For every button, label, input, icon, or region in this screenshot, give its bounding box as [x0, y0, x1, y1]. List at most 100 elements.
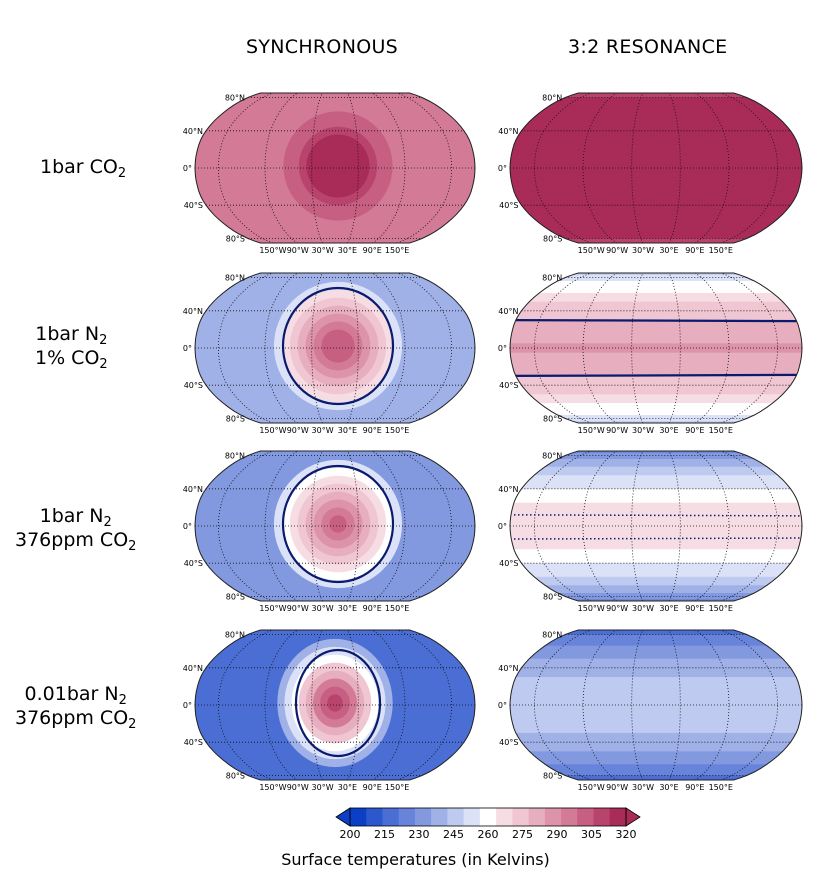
lat-label: 80°N	[225, 94, 245, 103]
temperature-band	[510, 649, 802, 655]
lat-label: 40°S	[499, 738, 518, 747]
temperature-band	[510, 380, 802, 386]
map-outline	[194, 272, 476, 424]
temperature-band	[510, 470, 802, 476]
lat-label: 80°S	[543, 414, 562, 423]
temperature-band	[510, 94, 802, 99]
ice-line	[281, 286, 395, 406]
temperature-band	[510, 361, 802, 368]
temperature-band	[510, 177, 802, 183]
temperature-band	[510, 284, 802, 290]
colorbar-max-arrow	[625, 807, 641, 827]
lon-label: 30°W	[632, 426, 654, 435]
temperature-band	[510, 695, 802, 701]
colorbar-tick-label: 245	[443, 828, 464, 841]
lon-label: 150°E	[385, 246, 409, 255]
temperature-band	[510, 385, 802, 391]
lon-label: 90°W	[606, 604, 628, 613]
graticule	[195, 629, 475, 781]
row-label-4: 0.01bar N2 376ppm CO2	[15, 683, 137, 732]
row-label-3: 1bar N2 376ppm CO2	[15, 505, 137, 554]
temperature-band	[510, 277, 802, 282]
lat-label: 40°S	[184, 559, 203, 568]
temperature-band	[510, 718, 802, 725]
colorbar-swatch	[561, 808, 578, 826]
temperature-band	[510, 512, 802, 518]
temperature-band	[510, 521, 802, 527]
lon-label: 30°W	[312, 426, 334, 435]
temperature-band	[510, 455, 802, 460]
lat-label: 80°N	[225, 452, 245, 461]
temperature-band	[510, 130, 802, 137]
temperature-band	[510, 772, 802, 777]
colorbar-swatch	[382, 808, 400, 826]
temperature-band	[510, 637, 802, 643]
colorbar-swatch	[496, 808, 513, 826]
temperature-band	[510, 144, 802, 150]
temperature-band	[510, 389, 802, 395]
lon-label: 30°E	[338, 426, 357, 435]
lat-label: 80°S	[226, 414, 245, 423]
colorbar-swatch	[577, 808, 594, 826]
lon-label: 150°E	[385, 783, 409, 792]
temperature-band	[510, 714, 802, 720]
temperature-band	[510, 411, 802, 416]
lat-label: 0°	[183, 701, 192, 710]
temperature-band	[510, 764, 802, 769]
temperature-band	[510, 310, 802, 317]
map-outline	[509, 450, 803, 602]
temperature-band	[510, 407, 802, 412]
temperature-band	[510, 488, 802, 495]
temperature-band	[510, 549, 802, 555]
temperature-band	[510, 596, 802, 600]
colorbar-swatch	[544, 808, 562, 826]
temperature-band	[510, 135, 802, 141]
temperature-band	[510, 100, 802, 106]
colorbar-swatch	[593, 808, 611, 826]
temperature-band	[510, 231, 802, 236]
temperature-band	[510, 535, 802, 541]
temperature-band	[510, 104, 802, 110]
ice-line	[510, 514, 802, 517]
temperature-band	[510, 274, 802, 279]
colorbar-min-arrow	[335, 807, 351, 827]
lon-label: 90°W	[606, 783, 628, 792]
lat-label: 80°N	[225, 631, 245, 640]
temperature-band	[510, 581, 802, 586]
temperature-band	[510, 241, 802, 243]
lat-label: 40°N	[498, 664, 518, 673]
temperature-band	[510, 672, 802, 678]
temperature-band	[510, 126, 802, 132]
temperature-band	[510, 97, 802, 102]
lon-label: 30°E	[659, 246, 678, 255]
lon-label: 150°W	[259, 604, 286, 613]
lat-label: 80°N	[542, 274, 562, 283]
temperature-band	[510, 658, 802, 664]
lon-label: 30°E	[338, 783, 357, 792]
temperature-band	[510, 576, 802, 582]
row-label-2: 1bar N2 1% CO2	[35, 323, 108, 372]
lat-label: 0°	[183, 164, 192, 173]
lon-label: 30°W	[632, 783, 654, 792]
temperature-band	[510, 418, 802, 422]
temperature-band	[510, 398, 802, 404]
temperature-band	[510, 553, 802, 560]
colorbar-swatch	[512, 808, 529, 826]
colorbar-tick-label: 320	[616, 828, 637, 841]
lon-label: 150°W	[578, 426, 605, 435]
temperature-band	[510, 163, 802, 169]
lat-label: 80°S	[226, 234, 245, 243]
graticule	[510, 272, 802, 424]
temperature-band	[510, 691, 802, 697]
temperature-band	[510, 191, 802, 197]
temperature-band	[510, 558, 802, 564]
temperature-band	[510, 667, 802, 674]
temperature-band	[510, 168, 802, 174]
temperature-band	[510, 348, 802, 354]
temperature-band	[510, 775, 802, 779]
